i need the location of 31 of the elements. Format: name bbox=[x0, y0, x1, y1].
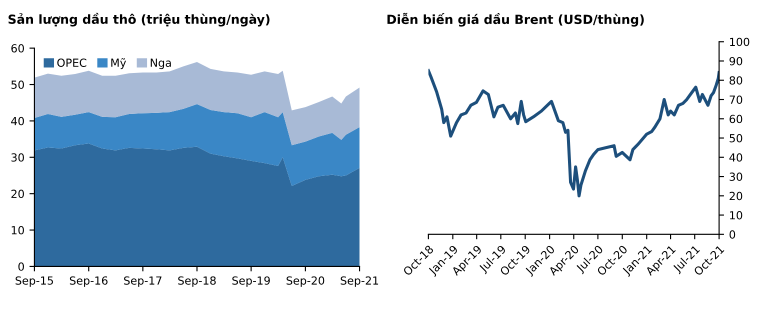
x-tick-label: Sep-16 bbox=[70, 276, 108, 287]
x-tick-label: Sep-15 bbox=[16, 276, 53, 287]
y-tick-label: 10 bbox=[12, 226, 24, 234]
chart-title: Diễn biến giá dầu Brent (USD/thùng) bbox=[387, 12, 644, 27]
chart-title: Sản lượng dầu thô (triệu thùng/ngày) bbox=[8, 12, 270, 26]
y-tick-label: 0 bbox=[18, 262, 24, 271]
y-tick-label: 30 bbox=[11, 153, 24, 162]
y-tick-label: 80 bbox=[730, 76, 742, 85]
y-tick-label: 10 bbox=[730, 211, 742, 220]
y-tick-label: 20 bbox=[11, 190, 24, 198]
y-tick-label: 100 bbox=[730, 38, 750, 46]
y-tick-label: 30 bbox=[730, 172, 742, 181]
y-tick-label: 50 bbox=[730, 134, 742, 142]
y-tick-label: 60 bbox=[730, 114, 742, 124]
y-tick-label: 60 bbox=[11, 44, 24, 53]
y-tick-label: 70 bbox=[730, 95, 742, 104]
legend-label: Nga bbox=[150, 58, 171, 70]
x-tick-label: Sep-19 bbox=[232, 276, 270, 287]
y-tick-label: 20 bbox=[730, 192, 742, 200]
y-tick-label: 40 bbox=[11, 116, 24, 126]
y-tick-label: 90 bbox=[730, 56, 742, 66]
y-tick-label: 40 bbox=[729, 153, 742, 162]
x-tick-label: Sep-20 bbox=[286, 276, 324, 287]
y-tick-label: 50 bbox=[11, 80, 24, 89]
legend-label: Mỹ bbox=[111, 58, 126, 70]
x-tick-label: Sep-21 bbox=[340, 276, 378, 287]
x-tick-label: Sep-18 bbox=[178, 276, 216, 287]
y-tick-label: 0 bbox=[730, 230, 736, 239]
legend-label: OPEC bbox=[57, 58, 86, 67]
line-series bbox=[428, 69, 720, 198]
x-tick-label: Sep-17 bbox=[124, 276, 162, 287]
